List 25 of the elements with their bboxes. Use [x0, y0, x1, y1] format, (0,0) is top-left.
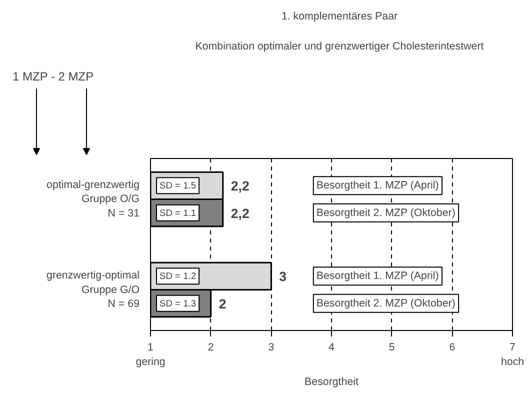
x-tick-label: 1 gering [136, 342, 166, 368]
x-tick-label: 3 [268, 342, 274, 354]
annotation: SD = 1.2 [160, 271, 196, 282]
data-label: 2 [218, 296, 226, 312]
annotation: SD = 1.1 [160, 208, 196, 218]
x-axis-title: Besorgtheit [304, 376, 358, 388]
data-label: 2,2 [230, 206, 250, 221]
x-tick-label: 5 [388, 342, 395, 354]
y-tick-label: grenzwertig-optimal Gruppe G/O N = 69 [46, 269, 140, 310]
x-tick-label: 4 [328, 342, 335, 354]
x-tick-label: 7 hoch [500, 342, 524, 368]
chart-subtitle: Kombination optimaler und grenzwertiger Cholesterintestwert [195, 40, 484, 52]
x-tick-label: 2 [208, 342, 214, 354]
annotation: SD = 1.5 [160, 180, 196, 191]
chart-title: 1. komplementäres Paar [281, 10, 398, 22]
data-label: 2,2 [230, 178, 250, 194]
text: 1 MZP - 2 MZP [12, 70, 94, 84]
data-label: 3 [279, 269, 287, 284]
annotation: SD = 1.3 [160, 298, 196, 308]
text: Besorgtheit 1. MZP (April) [316, 180, 439, 192]
text: Besorgtheit 2. MZP (Oktober) [316, 206, 456, 219]
text: Besorgtheit 1. MZP (April) [316, 270, 439, 282]
x-tick-label: 6 [449, 342, 456, 354]
text: Besorgtheit 2. MZP (Oktober) [316, 297, 456, 310]
y-tick-label: optimal-grenzwertig Gruppe O/G N = 31 [46, 178, 140, 220]
